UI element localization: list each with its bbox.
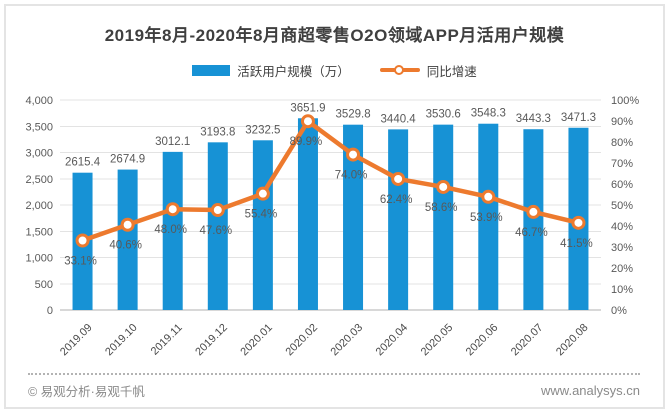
growth-marker — [210, 203, 225, 218]
growth-value-label: 46.7% — [515, 227, 548, 239]
x-axis-label: 2019.09 — [58, 322, 95, 359]
growth-value-label: 48.0% — [154, 224, 187, 236]
growth-value-label: 74.0% — [335, 170, 368, 182]
bar-value-label: 3193.8 — [200, 126, 235, 138]
x-axis-label: 2019.11 — [149, 322, 185, 358]
growth-marker — [391, 171, 406, 186]
left-axis-tick: 1,000 — [25, 253, 53, 265]
growth-value-label: 53.9% — [470, 212, 503, 224]
growth-marker — [75, 233, 90, 248]
bar — [343, 124, 364, 310]
growth-value-label: 55.4% — [245, 209, 278, 221]
x-axis-label: 2020.06 — [464, 322, 501, 359]
left-axis-tick: 4,000 — [25, 95, 53, 107]
bar — [523, 129, 544, 310]
bar — [433, 124, 454, 311]
growth-marker — [120, 217, 135, 232]
footer: © 易观分析·易观千帆 www.analysys.cn — [28, 381, 640, 400]
left-axis-tick: 3,000 — [25, 148, 53, 160]
x-axis-label: 2020.03 — [329, 322, 366, 359]
bar-value-label: 2674.9 — [110, 154, 145, 166]
growth-marker — [165, 202, 180, 217]
right-axis-tick: 60% — [611, 179, 633, 191]
legend: 活跃用户规模（万） 同比增速 — [0, 60, 669, 80]
right-axis-tick: 90% — [611, 116, 633, 128]
growth-marker — [571, 215, 586, 230]
bar — [478, 123, 499, 310]
legend-bar-label: 活跃用户规模（万） — [237, 64, 350, 79]
growth-marker — [346, 147, 361, 162]
bar — [207, 142, 228, 310]
bar — [252, 140, 273, 310]
growth-value-label: 58.6% — [425, 202, 458, 214]
growth-marker — [300, 114, 315, 129]
left-axis-tick: 500 — [35, 279, 53, 291]
legend-line-label: 同比增速 — [426, 64, 477, 79]
growth-value-label: 33.1% — [64, 255, 97, 267]
combo-chart: 4,000 3,500 3,000 2,500 2,000 1,500 1,000 500 0 1… — [25, 95, 639, 359]
bar — [117, 169, 138, 310]
right-axis-tick: 20% — [611, 263, 633, 275]
bar-value-label: 3529.8 — [335, 109, 370, 121]
x-axis-label: 2020.02 — [283, 322, 320, 359]
left-axis-tick: 0 — [47, 305, 53, 317]
bar-series-swatch-icon — [192, 64, 231, 76]
legend-item-bar-series: 活跃用户规模（万） — [192, 61, 350, 80]
x-axis-label: 2020.08 — [554, 322, 591, 359]
growth-line — [80, 118, 581, 243]
bar-value-label: 2615.4 — [65, 157, 101, 169]
bar-value-label: 3443.3 — [516, 113, 551, 125]
bar-value-label: 3012.1 — [155, 136, 190, 148]
x-axis-label: 2020.05 — [419, 322, 456, 359]
bar — [297, 118, 318, 310]
growth-value-label: 62.4% — [380, 194, 413, 206]
x-axis-label: 2020.01 — [238, 322, 275, 359]
bar-value-label: 3548.3 — [471, 108, 506, 120]
growth-marker — [255, 186, 270, 201]
bar — [388, 129, 409, 310]
growth-marker — [436, 179, 451, 194]
growth-value-label: 41.5% — [560, 238, 593, 250]
left-axis-tick: 2,000 — [25, 200, 53, 212]
growth-marker — [526, 204, 541, 219]
footer-divider — [28, 373, 640, 375]
right-axis-tick: 0% — [611, 305, 627, 317]
bar-value-label: 3651.9 — [290, 102, 325, 114]
growth-value-label: 47.6% — [199, 225, 232, 237]
right-axis-tick: 100% — [611, 95, 639, 107]
line-series-swatch-icon — [379, 64, 420, 76]
right-axis-tick: 70% — [611, 158, 633, 170]
bar-value-label: 3440.4 — [381, 113, 417, 125]
right-axis-tick: 30% — [611, 242, 633, 254]
right-axis-tick: 80% — [611, 137, 633, 149]
left-axis-tick: 1,500 — [25, 226, 53, 238]
left-axis-tick: 3,500 — [25, 121, 53, 133]
right-axis-tick: 10% — [611, 284, 633, 296]
bar-value-label: 3530.6 — [426, 109, 461, 121]
growth-value-label: 40.6% — [109, 240, 142, 252]
growth-value-label: 89.9% — [290, 136, 323, 148]
x-axis-label: 2019.10 — [103, 322, 140, 359]
bar-value-label: 3471.3 — [561, 112, 596, 124]
right-axis-tick: 50% — [611, 200, 633, 212]
right-axis-tick: 40% — [611, 221, 633, 233]
x-axis-label: 2019.12 — [193, 322, 230, 359]
x-axis-label: 2020.07 — [509, 322, 546, 359]
footer-website-link: www.analysys.cn — [541, 383, 640, 398]
left-axis-tick: 2,500 — [25, 174, 53, 186]
chart-title: 2019年8月-2020年8月商超零售O2O领域APP月活用户规模 — [104, 26, 565, 45]
bar-value-label: 3232.5 — [245, 124, 280, 136]
footer-copyright: © 易观分析·易观千帆 — [28, 385, 145, 399]
bar — [162, 151, 183, 310]
legend-item-line-series: 同比增速 — [379, 61, 477, 80]
x-axis-label: 2020.04 — [374, 322, 411, 359]
growth-marker — [481, 189, 496, 204]
